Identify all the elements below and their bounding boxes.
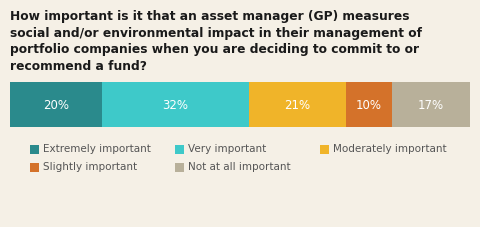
Text: 20%: 20% — [43, 99, 69, 111]
Text: Slightly important: Slightly important — [43, 162, 137, 172]
Bar — [175, 163, 184, 172]
Bar — [30, 163, 39, 172]
Text: Extremely important: Extremely important — [43, 144, 151, 154]
Bar — [320, 145, 329, 154]
FancyBboxPatch shape — [346, 83, 392, 127]
Bar — [175, 145, 184, 154]
FancyBboxPatch shape — [392, 83, 470, 127]
FancyBboxPatch shape — [102, 83, 249, 127]
Text: Very important: Very important — [188, 144, 266, 154]
Bar — [30, 145, 39, 154]
FancyBboxPatch shape — [249, 83, 346, 127]
Text: 32%: 32% — [163, 99, 189, 111]
FancyBboxPatch shape — [10, 83, 102, 127]
Text: How important is it that an asset manager (GP) measures
social and/or environmen: How important is it that an asset manage… — [10, 10, 422, 72]
Text: 21%: 21% — [285, 99, 311, 111]
Text: 17%: 17% — [418, 99, 444, 111]
Text: Not at all important: Not at all important — [188, 162, 290, 172]
Text: 10%: 10% — [356, 99, 382, 111]
Text: Moderately important: Moderately important — [333, 144, 446, 154]
